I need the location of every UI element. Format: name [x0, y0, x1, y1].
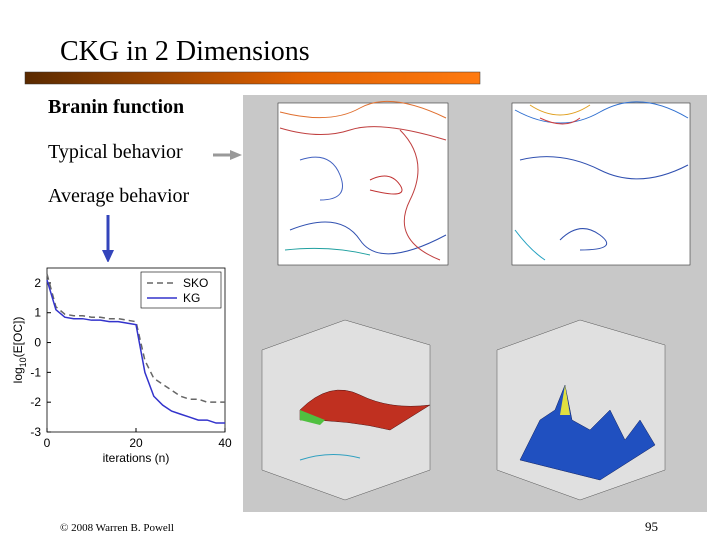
y-tick-label: -1 — [30, 365, 41, 379]
series-line — [46, 273, 225, 403]
copyright: © 2008 Warren B. Powell — [60, 522, 174, 534]
title-bar — [24, 71, 481, 85]
arrow-head — [230, 150, 242, 160]
y-tick-label: -2 — [30, 395, 41, 409]
legend-label: SKO — [183, 276, 208, 290]
legend-label: KG — [183, 291, 200, 305]
series-line — [46, 279, 225, 424]
contours — [279, 100, 447, 261]
bullet: Average behavior — [48, 185, 190, 207]
x-axis-label: iterations (n) — [103, 451, 170, 465]
y-axis-label-part: log — [11, 367, 25, 383]
y-tick-label: -3 — [30, 425, 41, 439]
page-number: 95 — [645, 519, 658, 534]
y-tick-label: 1 — [34, 306, 41, 320]
contour-plot — [511, 102, 691, 266]
slide-title: CKG in 2 Dimensions — [60, 36, 310, 67]
legend-box — [140, 271, 222, 309]
surface-plot — [261, 319, 431, 501]
contour-plot — [277, 102, 449, 266]
y-tick-label: 0 — [34, 336, 41, 350]
y-axis-label-part: 10 — [18, 357, 28, 367]
x-tick-label: 0 — [44, 436, 51, 450]
x-tick-label: 20 — [129, 436, 143, 450]
y-tick-label: 2 — [34, 276, 41, 290]
contours — [514, 101, 689, 261]
x-tick-label: 40 — [218, 436, 232, 450]
y-axis-label: log10(E[OC]) — [11, 317, 28, 384]
bullet: Branin function — [48, 96, 184, 118]
surface-plot — [496, 319, 666, 501]
bullet: Typical behavior — [48, 141, 183, 163]
arrow-head — [102, 250, 114, 263]
y-axis-label-part: (E[OC]) — [11, 317, 25, 358]
